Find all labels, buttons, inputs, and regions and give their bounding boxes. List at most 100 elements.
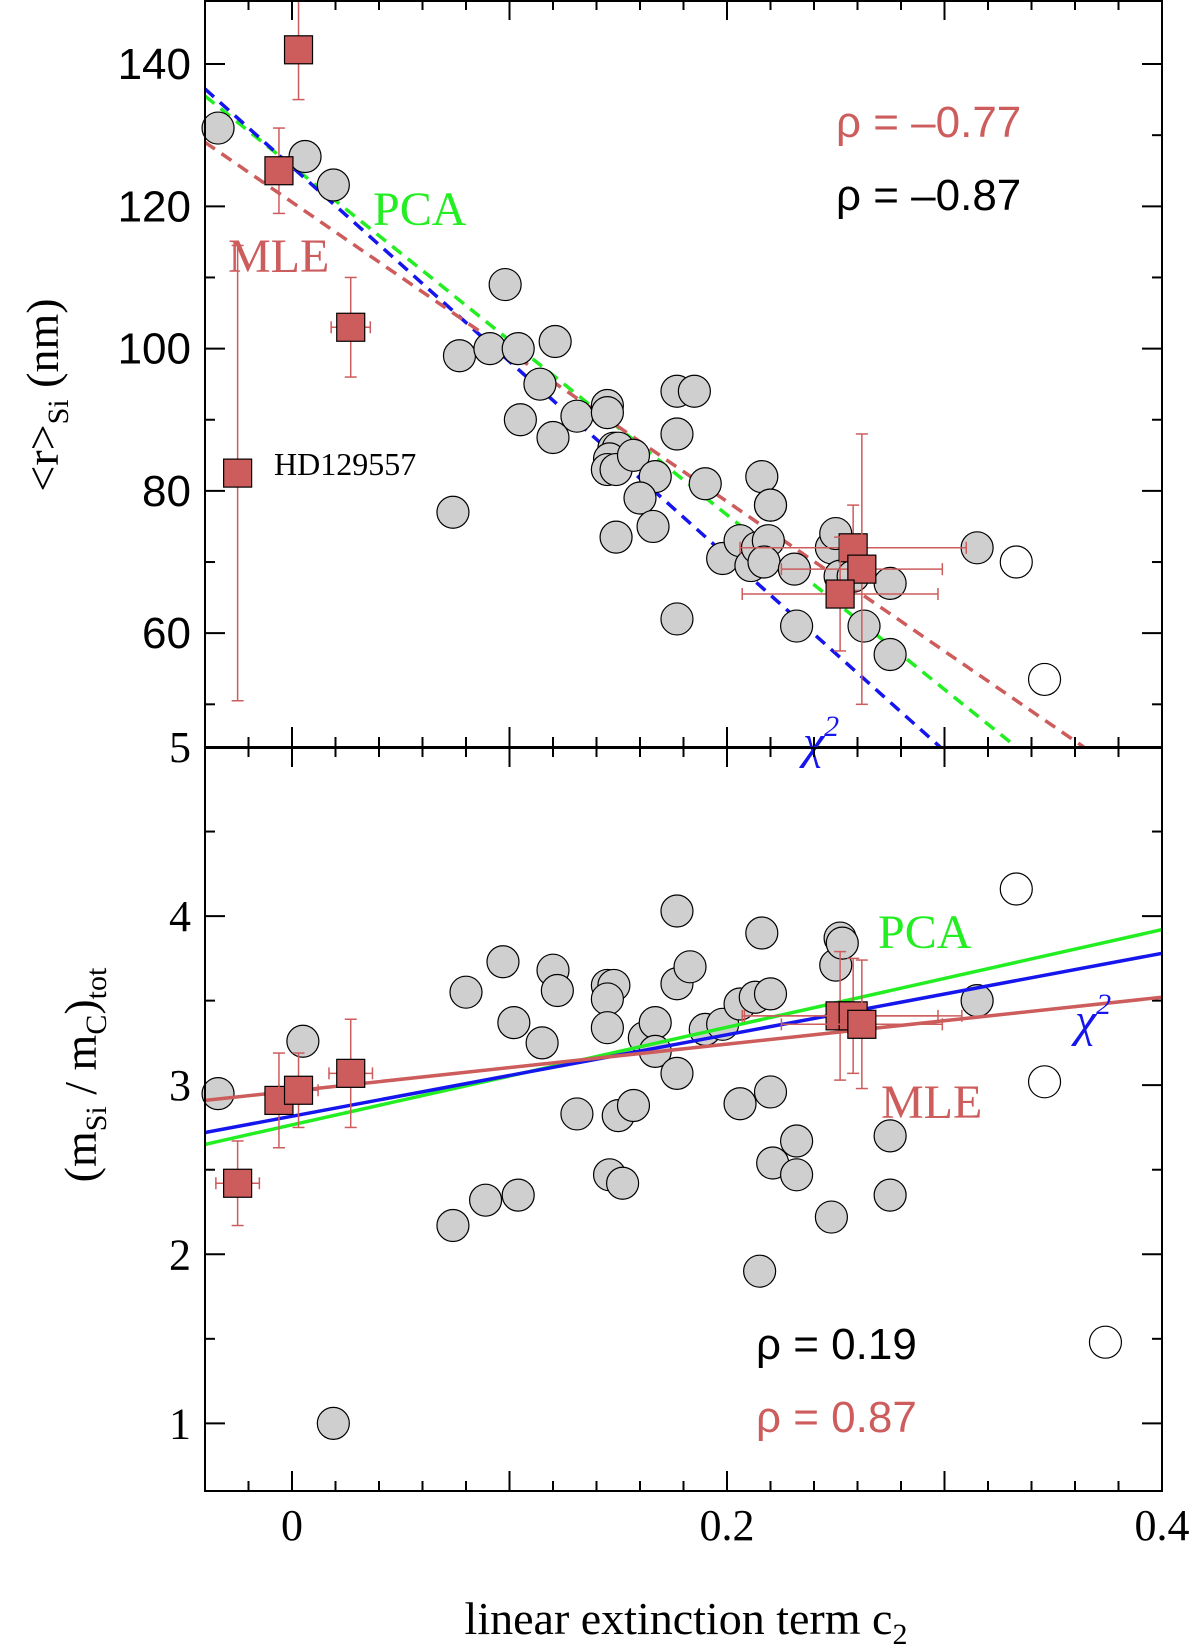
- data-point: [590, 1011, 624, 1045]
- red-point: [223, 244, 253, 702]
- red-point: [741, 536, 939, 652]
- data-point: [288, 139, 322, 174]
- data-point: [616, 438, 651, 472]
- bottom-mle-label: MLE: [881, 1076, 982, 1129]
- data-point: [636, 509, 670, 544]
- data-point: [753, 977, 788, 1011]
- red-point: [278, 1052, 319, 1129]
- red-point: [283, 0, 314, 101]
- data-point: [560, 1097, 594, 1131]
- data-point: [590, 396, 624, 430]
- data-point: [814, 1200, 849, 1234]
- open-point: [1027, 662, 1062, 697]
- data-point: [660, 894, 694, 928]
- data-point: [605, 1166, 640, 1200]
- data-point: [497, 1006, 531, 1040]
- data-point: [436, 495, 470, 529]
- data-point: [677, 374, 711, 408]
- top-panel: 60 80 100 120 140 <r>Si (nm) PCA MLE χ2 HD12…: [17, 0, 1163, 769]
- red-square: [847, 554, 877, 584]
- data-point: [536, 420, 570, 455]
- red-point: [330, 276, 372, 378]
- data-point: [201, 1077, 235, 1111]
- bottom-pca-label: PCA: [878, 906, 972, 959]
- bottom-gray-points: [201, 894, 994, 1440]
- data-point: [745, 916, 779, 950]
- data-point: [779, 1158, 814, 1192]
- x-tick-label: 0.2: [700, 1501, 755, 1550]
- y-tick-label: 80: [142, 467, 191, 516]
- red-point: [264, 127, 294, 215]
- data-point: [590, 982, 624, 1016]
- data-point: [753, 1075, 788, 1109]
- data-point: [623, 481, 657, 515]
- x-tick-label: 0: [281, 1501, 303, 1550]
- fit-line-: [205, 951, 1162, 1135]
- red-square: [847, 1009, 877, 1039]
- data-point: [599, 520, 633, 554]
- data-point: [847, 609, 881, 643]
- data-point: [468, 1183, 503, 1217]
- y-tick-label: 60: [142, 609, 191, 658]
- open-point: [1088, 1325, 1123, 1359]
- top-open-points: [999, 545, 1062, 697]
- data-point: [442, 339, 477, 373]
- data-point: [723, 1087, 757, 1121]
- data-point: [436, 1208, 470, 1243]
- top-rho-black: ρ = –0.87: [836, 171, 1021, 220]
- open-point: [1027, 1065, 1062, 1099]
- data-point: [201, 111, 235, 145]
- data-point: [473, 332, 507, 366]
- top-ytick-labels: 60 80 100 120 140: [118, 40, 191, 658]
- data-point: [873, 1119, 907, 1153]
- top-mle-label: MLE: [228, 230, 329, 283]
- bottom-xtick-labels: 0 0.2 0.4: [281, 1501, 1190, 1550]
- y-tick-label: 5: [169, 723, 191, 772]
- red-point: [215, 1140, 261, 1227]
- data-point: [743, 1254, 777, 1288]
- data-point: [488, 267, 522, 302]
- data-point: [538, 324, 572, 359]
- red-square: [264, 156, 294, 186]
- y-tick-label: 100: [118, 325, 191, 374]
- red-square: [223, 458, 253, 488]
- y-tick-label: 3: [169, 1061, 191, 1110]
- data-point: [560, 399, 594, 433]
- open-point: [999, 545, 1033, 579]
- data-point: [660, 1056, 694, 1090]
- data-point: [503, 403, 537, 437]
- bottom-open-points: [999, 872, 1123, 1359]
- bottom-rho-black: ρ = 0.19: [756, 1320, 917, 1369]
- data-point: [486, 945, 520, 979]
- y-tick-label: 1: [169, 1399, 191, 1448]
- data-point: [688, 467, 722, 501]
- data-point: [753, 488, 788, 522]
- top-star-label: HD129557: [274, 446, 416, 482]
- data-point: [523, 367, 557, 401]
- data-point: [745, 460, 779, 494]
- x-axis-label: linear extinction term c2: [465, 1593, 908, 1649]
- bottom-red-points: [215, 950, 963, 1227]
- bottom-rho-red: ρ = 0.87: [756, 1393, 917, 1442]
- data-point: [660, 417, 694, 451]
- data-point: [638, 1006, 672, 1040]
- data-point: [286, 1024, 320, 1058]
- y-tick-label: 2: [169, 1230, 191, 1279]
- data-point: [747, 545, 781, 579]
- red-square: [283, 1075, 314, 1105]
- data-point: [779, 1124, 814, 1158]
- top-y-axis-label: <r>Si (nm): [17, 298, 75, 491]
- data-point: [779, 609, 814, 643]
- red-square: [825, 579, 855, 609]
- top-pca-label: PCA: [373, 183, 467, 236]
- open-point: [999, 872, 1033, 906]
- bottom-ticks: [204, 746, 1163, 1491]
- data-point: [501, 332, 535, 366]
- bottom-chi-label: χ2: [1071, 988, 1111, 1047]
- y-tick-label: 140: [118, 40, 191, 89]
- red-point: [780, 959, 944, 1090]
- data-point: [616, 1088, 651, 1123]
- top-chi-label: χ2: [799, 710, 839, 769]
- data-point: [316, 1406, 350, 1440]
